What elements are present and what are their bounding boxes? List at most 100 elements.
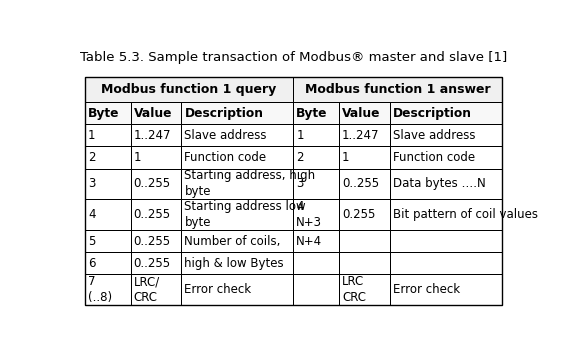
Text: 1..247: 1..247 (342, 129, 379, 142)
Bar (293, 102, 339, 124)
Text: Slave address: Slave address (393, 129, 475, 142)
Bar (339, 274, 390, 305)
Bar (85, 102, 130, 124)
Text: Function code: Function code (393, 151, 475, 164)
Text: Starting address, high
byte: Starting address, high byte (184, 170, 316, 199)
Bar (85, 77, 502, 305)
Text: 7
(..8): 7 (..8) (88, 275, 112, 304)
Bar (390, 124, 502, 146)
Text: Modbus function 1 query: Modbus function 1 query (101, 83, 277, 96)
Bar (390, 146, 502, 169)
Bar (181, 102, 293, 124)
Bar (339, 102, 390, 124)
Bar (85, 252, 130, 274)
Bar (85, 169, 130, 199)
Bar (293, 77, 502, 102)
Bar (390, 274, 502, 305)
Text: Error check: Error check (184, 283, 252, 296)
Text: Data bytes ….N: Data bytes ….N (393, 177, 486, 191)
Bar (293, 102, 339, 124)
Bar (85, 124, 130, 146)
Bar (390, 230, 502, 252)
Bar (85, 274, 130, 305)
Bar (85, 77, 293, 102)
Bar (181, 252, 293, 274)
Bar (130, 124, 181, 146)
Bar (181, 102, 293, 124)
Bar (293, 169, 339, 199)
Text: Value: Value (134, 107, 172, 120)
Text: 0..255: 0..255 (134, 208, 171, 221)
Text: 1: 1 (342, 151, 349, 164)
Text: 1: 1 (134, 151, 141, 164)
Bar (130, 102, 181, 124)
Bar (181, 199, 293, 230)
Text: Bit pattern of coil values: Bit pattern of coil values (393, 208, 538, 221)
Bar (339, 124, 390, 146)
Bar (339, 102, 390, 124)
Text: 6: 6 (88, 257, 96, 270)
Text: Byte: Byte (88, 107, 120, 120)
Text: Table 5.3. Sample transaction of Modbus® master and slave [1]: Table 5.3. Sample transaction of Modbus®… (80, 51, 507, 64)
Text: LRC/
CRC: LRC/ CRC (134, 275, 160, 304)
Bar (293, 252, 339, 274)
Text: Function code: Function code (184, 151, 267, 164)
Text: Slave address: Slave address (184, 129, 267, 142)
Bar (130, 230, 181, 252)
Bar (339, 169, 390, 199)
Text: 1: 1 (296, 129, 304, 142)
Bar (390, 102, 502, 124)
Text: Value: Value (342, 107, 380, 120)
Text: Byte: Byte (296, 107, 328, 120)
Bar (130, 146, 181, 169)
Text: 2: 2 (88, 151, 96, 164)
Bar (390, 102, 502, 124)
Bar (85, 199, 130, 230)
Bar (390, 199, 502, 230)
Bar (85, 230, 130, 252)
Bar (293, 124, 339, 146)
Text: Description: Description (184, 107, 264, 120)
Bar (130, 274, 181, 305)
Text: 0..255: 0..255 (134, 177, 171, 191)
Text: 5: 5 (88, 235, 96, 248)
Bar (181, 230, 293, 252)
Bar (85, 77, 293, 102)
Bar (390, 169, 502, 199)
Bar (130, 199, 181, 230)
Bar (293, 146, 339, 169)
Text: high & low Bytes: high & low Bytes (184, 257, 284, 270)
Text: Starting address low
byte: Starting address low byte (184, 200, 306, 229)
Bar (181, 274, 293, 305)
Bar (130, 169, 181, 199)
Bar (293, 77, 502, 102)
Text: 3: 3 (296, 177, 304, 191)
Text: LRC
CRC: LRC CRC (342, 275, 366, 304)
Text: N+4: N+4 (296, 235, 323, 248)
Bar (181, 169, 293, 199)
Text: 2: 2 (296, 151, 304, 164)
Bar (339, 252, 390, 274)
Text: Description: Description (393, 107, 472, 120)
Text: 4
N+3: 4 N+3 (296, 200, 322, 229)
Bar (293, 199, 339, 230)
Bar (85, 146, 130, 169)
Text: 1..247: 1..247 (134, 129, 171, 142)
Bar (85, 102, 130, 124)
Text: 0..255: 0..255 (134, 257, 171, 270)
Text: 0..255: 0..255 (134, 235, 171, 248)
Bar (181, 146, 293, 169)
Text: 3: 3 (88, 177, 96, 191)
Text: Modbus function 1 answer: Modbus function 1 answer (304, 83, 490, 96)
Text: 1: 1 (88, 129, 96, 142)
Bar (130, 102, 181, 124)
Bar (339, 230, 390, 252)
Text: Number of coils,: Number of coils, (184, 235, 281, 248)
Bar (390, 252, 502, 274)
Text: Error check: Error check (393, 283, 460, 296)
Bar (130, 252, 181, 274)
Bar (339, 146, 390, 169)
Text: 0.255: 0.255 (342, 208, 375, 221)
Bar (293, 230, 339, 252)
Bar (339, 199, 390, 230)
